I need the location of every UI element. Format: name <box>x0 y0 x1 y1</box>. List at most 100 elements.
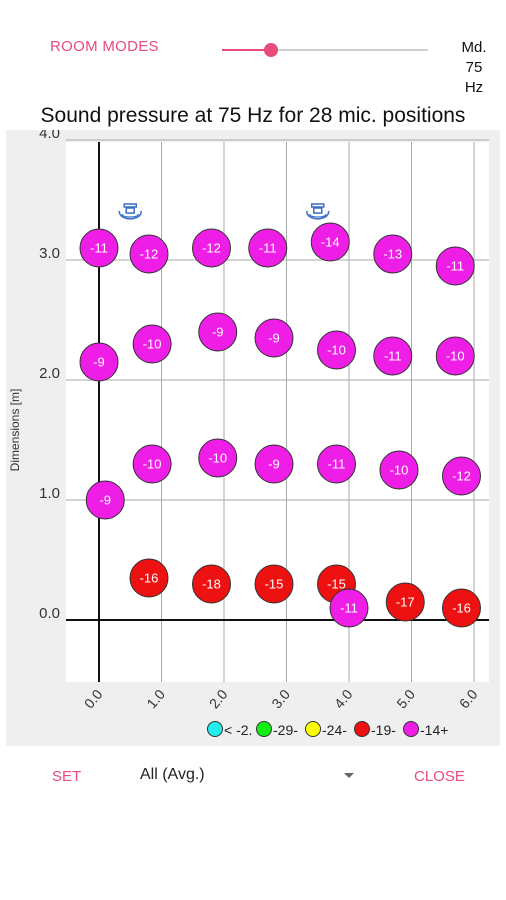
set-button[interactable]: SET <box>52 768 82 785</box>
speaker-icon-part <box>121 213 139 218</box>
mic-position-point <box>435 336 475 376</box>
speaker-icon-part <box>313 207 323 214</box>
x-tick-label: 2.0 <box>206 686 231 711</box>
slider-thumb[interactable] <box>264 43 279 57</box>
mic-position-point <box>329 588 369 628</box>
speaker-icon-part <box>118 210 142 220</box>
mic-position-point <box>79 228 119 268</box>
mic-position-point <box>132 324 172 364</box>
mic-position-value: -11 <box>384 349 402 364</box>
slider-fill <box>222 49 272 51</box>
legend-label: -24- <box>322 722 347 738</box>
mic-position-point <box>317 444 356 484</box>
mic-position-value: -15 <box>265 577 284 592</box>
mic-position-point <box>435 246 475 286</box>
mic-position-point <box>192 564 231 604</box>
y-tick-label: 2.0 <box>39 365 60 382</box>
x-tick-label: 0.0 <box>81 686 106 711</box>
speaker-icon-part <box>123 203 137 208</box>
bottom-bar: SET All (Avg.) CLOSE <box>0 755 506 795</box>
y-tick-label: 1.0 <box>39 485 60 502</box>
y-axis-label: Dimensions [m] <box>8 389 22 472</box>
speaker-icon-part <box>309 213 327 218</box>
mic-position-point <box>385 582 425 622</box>
mic-position-value: -12 <box>140 247 159 262</box>
speaker-icon <box>118 203 142 220</box>
legend-label: -19- <box>371 722 396 738</box>
mic-position-value: -12 <box>452 469 471 484</box>
mic-position-value: -10 <box>446 349 465 364</box>
mic-position-value: -11 <box>340 601 358 616</box>
y-tick-label: 4.0 <box>39 130 60 142</box>
mic-position-value: -13 <box>383 247 402 262</box>
mode-label-line-1: Md. <box>461 39 487 56</box>
mic-position-value: -9 <box>268 457 280 472</box>
mic-position-value: -18 <box>202 577 221 592</box>
speaker-icon <box>306 203 330 220</box>
mic-position-value: -11 <box>328 457 346 472</box>
position-select-value: All (Avg.) <box>140 766 205 783</box>
x-tick-label: 6.0 <box>456 686 481 711</box>
dropdown-arrow-icon <box>344 773 354 778</box>
mic-position-value: -9 <box>99 493 111 508</box>
mic-position-value: -9 <box>268 331 280 346</box>
mic-position-point <box>373 336 413 376</box>
legend-swatch <box>207 721 223 737</box>
mic-position-value: -17 <box>396 595 415 610</box>
mic-position-value: -9 <box>212 325 224 340</box>
mic-position-value: -10 <box>208 451 227 466</box>
legend-swatch <box>256 721 272 737</box>
mic-position-value: -16 <box>140 571 159 586</box>
close-button[interactable]: CLOSE <box>414 768 465 785</box>
mic-position-point <box>254 318 294 358</box>
mic-position-point <box>254 444 294 484</box>
chart-panel: 0.0 1.0 2.0 3.0 4.0 5.0 6.0 0.0 1.0 2.0 3.0 4.0 Dime… <box>6 130 500 746</box>
mic-position-point <box>373 234 413 274</box>
top-bar: ROOM MODES Md. 75 Hz <box>0 0 506 100</box>
legend-swatch <box>305 721 321 737</box>
mic-position-value: -10 <box>390 463 409 478</box>
y-tick-label: 3.0 <box>39 245 60 262</box>
mic-position-value: -10 <box>143 457 162 472</box>
x-tick-label: 3.0 <box>268 686 293 711</box>
mic-position-value: -10 <box>327 343 346 358</box>
mic-position-point <box>129 234 169 274</box>
mic-position-point <box>442 456 481 496</box>
chart-title: Sound pressure at 75 Hz for 28 mic. posi… <box>40 104 466 127</box>
frequency-slider[interactable] <box>222 40 428 60</box>
mic-position-point <box>79 342 119 382</box>
mode-label-line-3: Hz <box>464 79 484 96</box>
mic-position-value: -11 <box>259 241 277 256</box>
legend-label: -14+ <box>420 722 448 738</box>
mic-position-point <box>379 450 419 490</box>
room-mode-chart: 0.0 1.0 2.0 3.0 4.0 5.0 6.0 0.0 1.0 2.0 3.0 4.0 Dime… <box>8 130 489 738</box>
mic-position-point <box>442 588 481 628</box>
x-tick-label: 5.0 <box>393 686 418 711</box>
position-select[interactable]: All (Avg.) <box>138 765 360 787</box>
mic-position-value: -10 <box>143 337 162 352</box>
mic-position-value: -11 <box>446 259 464 274</box>
mic-position-point <box>317 330 356 370</box>
mic-position-point <box>198 438 238 478</box>
mode-label-line-2: 75 <box>465 59 483 76</box>
legend-swatch <box>354 721 370 737</box>
mic-position-value: -9 <box>93 355 105 370</box>
mic-position-point <box>198 312 238 352</box>
mic-position-value: -11 <box>90 241 108 256</box>
mic-position-value: -14 <box>321 235 340 250</box>
room-modes-button[interactable]: ROOM MODES <box>50 38 159 55</box>
mic-position-point <box>254 564 294 604</box>
x-tick-label: 1.0 <box>143 686 168 711</box>
mic-position-point <box>85 480 125 520</box>
mic-position-point <box>310 222 350 262</box>
legend-label: < -2. <box>224 722 252 738</box>
x-tick-label: 4.0 <box>331 686 356 711</box>
speaker-icon-part <box>311 203 325 208</box>
speaker-icon-part <box>125 207 135 214</box>
mic-position-point <box>192 228 231 268</box>
mic-position-point <box>132 444 172 484</box>
legend-swatch <box>403 721 419 737</box>
mic-position-value: -15 <box>327 577 346 592</box>
mic-position-value: -16 <box>452 601 471 616</box>
y-tick-label: 0.0 <box>39 605 60 622</box>
